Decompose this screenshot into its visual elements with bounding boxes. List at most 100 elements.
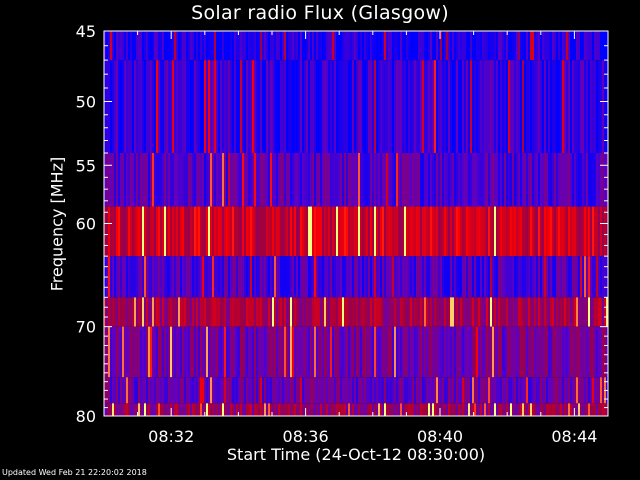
heatmap-cell [444, 377, 446, 404]
heatmap-cell [330, 377, 332, 404]
heatmap-cell [238, 297, 240, 327]
heatmap-cell [598, 256, 600, 298]
heatmap-cell [368, 31, 370, 61]
heatmap-cell [466, 403, 468, 416]
heatmap-cell [292, 403, 294, 416]
heatmap-cell [128, 152, 130, 207]
heatmap-cell [574, 206, 576, 257]
heatmap-cell [400, 377, 402, 404]
heatmap-cell [560, 377, 562, 404]
heatmap-cell [110, 326, 112, 378]
heatmap-cell [194, 256, 196, 298]
heatmap-cell [270, 152, 272, 207]
heatmap-cell [110, 60, 112, 153]
heatmap-cell [238, 152, 240, 207]
heatmap-cell [416, 297, 418, 327]
heatmap-cell [120, 326, 122, 378]
heatmap-cell [246, 403, 248, 416]
heatmap-cell [412, 403, 414, 416]
heatmap-cell [370, 60, 372, 153]
heatmap-cell [238, 31, 240, 61]
heatmap-cell [424, 256, 426, 298]
heatmap-cell [182, 31, 184, 61]
heatmap-cell [148, 326, 150, 378]
heatmap-cell [314, 206, 316, 257]
heatmap-cell [592, 403, 594, 416]
heatmap-cell [228, 206, 230, 257]
heatmap-cell [292, 206, 294, 257]
heatmap-cell [580, 31, 582, 61]
heatmap-cell [584, 326, 586, 378]
heatmap-cell [138, 297, 140, 327]
heatmap-cell [212, 297, 214, 327]
heatmap-cell [112, 256, 114, 298]
heatmap-cell [238, 326, 240, 378]
heatmap-cell [390, 256, 392, 298]
heatmap-cell [384, 403, 386, 416]
heatmap-cell [194, 31, 196, 61]
heatmap-cell [432, 403, 434, 416]
heatmap-cell [262, 256, 264, 298]
heatmap-cell [546, 206, 548, 257]
heatmap-cell [468, 297, 470, 327]
heatmap-cell [154, 256, 156, 298]
heatmap-cell [478, 403, 480, 416]
heatmap-cell [572, 326, 574, 378]
heatmap-cell [552, 377, 554, 404]
heatmap-cell [538, 60, 540, 153]
heatmap-cell [124, 152, 126, 207]
heatmap-cell [280, 152, 282, 207]
heatmap-cell [514, 297, 516, 327]
heatmap-cell [554, 152, 556, 207]
heatmap-cell [540, 256, 542, 298]
heatmap-cell [342, 326, 344, 378]
heatmap-cell [248, 403, 250, 416]
heatmap-cell [422, 377, 424, 404]
heatmap-cell [506, 326, 508, 378]
heatmap-cell [178, 60, 180, 153]
heatmap-cell [306, 377, 308, 404]
heatmap-cell [224, 297, 226, 327]
heatmap-cell [236, 206, 238, 257]
heatmap-cell [360, 31, 362, 61]
heatmap-cell [482, 403, 484, 416]
heatmap-cell [550, 297, 552, 327]
heatmap-cell [602, 297, 604, 327]
heatmap-cell [200, 60, 202, 153]
heatmap-cell [398, 60, 400, 153]
heatmap-cell [104, 206, 106, 257]
heatmap-cell [422, 256, 424, 298]
heatmap-cell [508, 297, 510, 327]
heatmap-cell [440, 31, 442, 61]
heatmap-cell [510, 206, 512, 257]
heatmap-cell [426, 60, 428, 153]
heatmap-cell [338, 206, 340, 257]
heatmap-cell [442, 256, 444, 298]
heatmap-cell [326, 31, 328, 61]
heatmap-cell [552, 403, 554, 416]
heatmap-cell [316, 297, 318, 327]
heatmap-cell [504, 377, 506, 404]
heatmap-cell [532, 206, 534, 257]
heatmap-cell [292, 326, 294, 378]
heatmap-cell [306, 256, 308, 298]
heatmap-cell [340, 297, 342, 327]
heatmap-cell [252, 31, 254, 61]
heatmap-cell [382, 256, 384, 298]
heatmap-cell [356, 256, 358, 298]
heatmap-cell [530, 326, 532, 378]
heatmap-cell [290, 297, 292, 327]
heatmap-cell [558, 377, 560, 404]
heatmap-cell [124, 60, 126, 153]
frequency-band [104, 377, 608, 404]
heatmap-cell [240, 31, 242, 61]
heatmap-cell [450, 377, 452, 404]
heatmap-cell [452, 297, 454, 327]
heatmap-cell [268, 256, 270, 298]
heatmap-cell [600, 31, 602, 61]
heatmap-cell [412, 152, 414, 207]
heatmap-cell [450, 206, 452, 257]
heatmap-cell [416, 152, 418, 207]
heatmap-cell [568, 297, 570, 327]
heatmap-cell [170, 206, 172, 257]
